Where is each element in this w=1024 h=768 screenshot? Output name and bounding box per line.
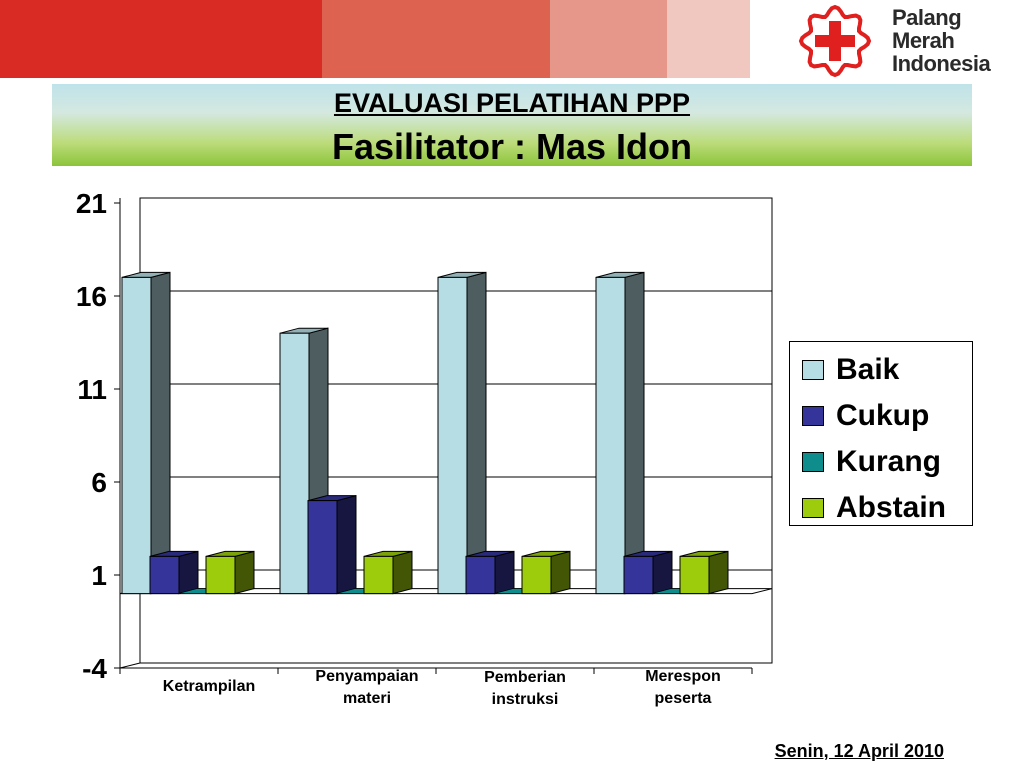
y-tick-label: -4 [82, 653, 107, 684]
bar-cukup [465, 555, 496, 595]
logo-line: Merah [892, 28, 955, 53]
y-tick-label: 11 [77, 374, 107, 405]
axis-depth-line [119, 662, 141, 669]
x-tick-label: Merespon peserta [645, 668, 721, 707]
bar-abstain [679, 555, 710, 595]
legend-label: Kurang [836, 445, 941, 478]
x-tick-label: Pemberian instruksi [484, 669, 566, 708]
legend-label: Abstain [836, 491, 947, 524]
bar-cukup [623, 555, 654, 595]
footer-date: Senin, 12 April 2010 [774, 741, 944, 761]
bar-cukup [307, 500, 338, 595]
title-banner: EVALUASI PELATIHAN PPP Fasilitator : Mas… [52, 84, 972, 167]
logo-text: Palang Merah Indonesia [892, 5, 991, 76]
logo-line: Palang [892, 5, 962, 30]
bar-cukup-side [336, 494, 357, 595]
bar-baik [595, 276, 626, 595]
bar-baik [121, 276, 152, 595]
bar-cukup [149, 555, 180, 595]
header-band-segment [322, 0, 550, 78]
bar-abstain-side [708, 550, 729, 595]
bar-baik-side [624, 271, 645, 595]
bar-cukup-side [178, 550, 199, 595]
header-band-segment [550, 0, 667, 78]
bar-cukup-side [652, 550, 673, 595]
legend-swatch [802, 360, 824, 380]
y-tick-label: 21 [76, 188, 107, 219]
header-band-segment [0, 0, 322, 78]
x-tick-label: Ketrampilan [162, 678, 256, 695]
y-tick-label: 1 [91, 560, 107, 591]
legend-label: Baik [836, 353, 900, 386]
bar-baik-side [466, 271, 487, 595]
slide-subtitle: Fasilitator : Mas Idon [331, 126, 693, 167]
y-tick-label: 16 [76, 281, 107, 312]
header-color-band [0, 0, 750, 78]
bar-baik-side [150, 271, 171, 595]
palang-merah-logo: Palang Merah Indonesia [795, 4, 1010, 82]
logo-line: Indonesia [892, 51, 991, 76]
bar-abstain [363, 555, 394, 595]
red-cross-icon [798, 4, 872, 78]
legend-label: Cukup [836, 399, 930, 432]
bar-baik [437, 276, 468, 595]
legend-swatch [802, 452, 824, 472]
header-band-segment [667, 0, 750, 78]
bar-abstain [205, 555, 236, 595]
x-tick-label: Penyampaian materi [315, 668, 419, 707]
slide-title: EVALUASI PELATIHAN PPP [333, 88, 691, 118]
bar-abstain [521, 555, 552, 595]
bar-baik [279, 332, 310, 595]
chart-legend: Baik Cukup Kurang Abstain [789, 341, 973, 526]
y-tick-label: 6 [91, 467, 107, 498]
bar-abstain-side [550, 550, 571, 595]
bar-abstain-side [392, 550, 413, 595]
bar-cukup-side [494, 550, 515, 595]
legend-swatch [802, 406, 824, 426]
legend-swatch [802, 498, 824, 518]
bar-abstain-side [234, 550, 255, 595]
